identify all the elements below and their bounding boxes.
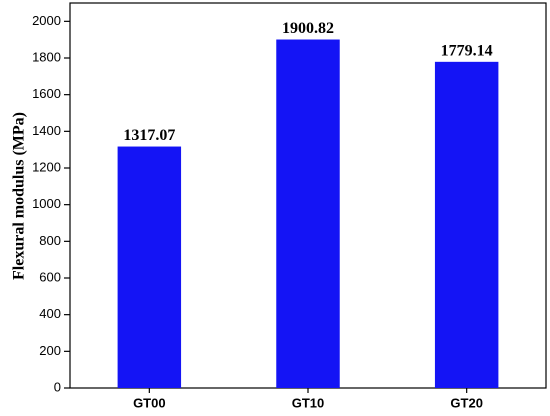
y-tick-label: 0 [54, 379, 61, 394]
value-label: 1317.07 [123, 127, 175, 144]
bar [117, 146, 182, 388]
y-tick-label: 2000 [32, 13, 61, 28]
y-tick-label: 1200 [32, 159, 61, 174]
y-tick-label: 1800 [32, 49, 61, 64]
y-tick-label: 600 [39, 269, 61, 284]
y-tick-label: 200 [39, 343, 61, 358]
bar [276, 39, 340, 389]
y-tick-label: 1400 [32, 123, 61, 138]
x-tick-label: GT00 [133, 395, 166, 410]
x-tick-label: GT10 [292, 395, 325, 410]
y-tick-label: 800 [39, 233, 61, 248]
x-tick-label: GT20 [450, 395, 483, 410]
y-tick-label: 400 [39, 306, 61, 321]
bar [434, 61, 499, 388]
y-tick-label: 1600 [32, 86, 61, 101]
y-tick-label: 1000 [32, 196, 61, 211]
y-axis-label: Flexural modulus (MPa) [11, 112, 28, 280]
value-label: 1779.14 [441, 42, 493, 59]
value-label: 1900.82 [282, 20, 334, 37]
